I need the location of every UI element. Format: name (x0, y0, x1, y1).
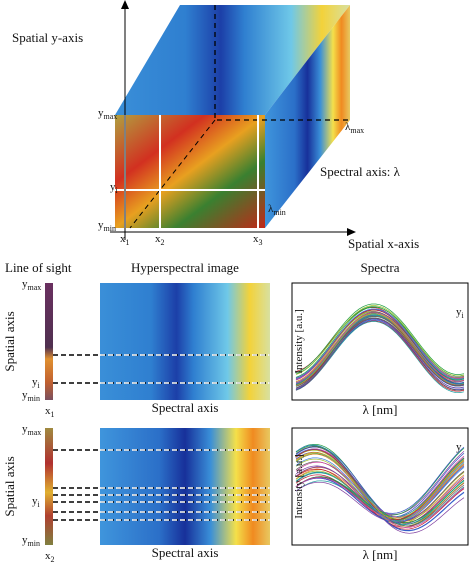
spectrum-curve (295, 477, 465, 531)
symbol: yi (32, 495, 41, 509)
symbol: x2 (45, 550, 55, 564)
column-title: Spectra (361, 260, 400, 275)
cube-side (265, 5, 350, 228)
symbol-base: y (22, 534, 28, 546)
sym: x1 (120, 233, 130, 247)
symbol-base: y (456, 441, 462, 453)
wavelength-label: λ [nm] (363, 402, 398, 417)
spectrum-curve (295, 452, 465, 519)
symbol: x1 (45, 405, 55, 419)
spectrum-curve (295, 453, 465, 522)
image-axis-label: Spectral axis (152, 400, 219, 415)
spectrum-curve (295, 457, 465, 522)
spectrum-curve (295, 481, 465, 534)
spectrum-curve (295, 314, 465, 385)
symbol-base: y (32, 495, 38, 507)
sym: yi (110, 181, 119, 195)
symbol-base: y (456, 306, 462, 318)
column-title: Line of sight (5, 260, 72, 275)
spectrum-curve (295, 308, 465, 380)
symbol-sub: i (38, 500, 41, 509)
pepper-image (115, 115, 265, 228)
spectra-frame (291, 282, 469, 401)
axis-label: Spatial axis (2, 311, 17, 371)
intensity-label: Intensity [a.u.] (293, 309, 305, 373)
symbol: ymax (22, 423, 41, 437)
symbol: yi (456, 306, 465, 320)
symbol-sub: max (28, 428, 42, 437)
spectrum-curve (295, 303, 465, 375)
symbol-base: y (22, 278, 28, 290)
symbol: ymin (22, 389, 40, 403)
line-of-sight (45, 428, 53, 545)
arrow (347, 228, 356, 236)
symbol-sub: i (38, 381, 41, 390)
sym: x3 (253, 233, 263, 247)
label: Spectral axis: λ (320, 164, 401, 179)
symbol-base: x (45, 405, 51, 417)
sym: x2 (155, 233, 165, 247)
arrow (121, 0, 129, 9)
symbol-sub: min (28, 394, 40, 403)
intensity-label: Intensity [a.u.] (293, 454, 305, 518)
hidden-edge (129, 119, 216, 229)
symbol-base: x (45, 550, 51, 562)
spectrum-curve (295, 461, 465, 518)
symbol: ymin (22, 534, 40, 548)
symbol: ymax (22, 278, 41, 292)
symbol-sub: max (28, 283, 42, 292)
spectrum-curve (295, 476, 465, 523)
symbol-sub: 2 (51, 555, 55, 564)
hyperspectral-image (100, 283, 270, 400)
spectrum-curve (295, 305, 465, 377)
sym: λmin (268, 203, 286, 217)
cube-top (115, 5, 350, 115)
label: Spatial x-axis (348, 236, 419, 251)
symbol-base: y (22, 423, 28, 435)
axis-label: Spatial axis (2, 456, 17, 516)
hyperspectral-image (100, 428, 270, 545)
spectrum-curve (295, 312, 465, 384)
spectrum-curve (295, 477, 465, 528)
sym: λmax (345, 121, 364, 135)
symbol: y (456, 441, 462, 453)
symbol-sub: i (462, 311, 465, 320)
column-title: Hyperspectral image (131, 260, 239, 275)
spectrum-curve (295, 318, 465, 390)
image-axis-label: Spectral axis (152, 545, 219, 560)
symbol-sub: min (28, 539, 40, 548)
spectrum-curve (295, 317, 465, 391)
symbol: yi (32, 376, 41, 390)
spectrum-curve (295, 452, 465, 520)
sym: ymax (98, 107, 117, 121)
label: Spatial y-axis (12, 30, 83, 45)
sym: ymin (98, 219, 116, 233)
wavelength-label: λ [nm] (363, 547, 398, 562)
symbol-base: y (22, 389, 28, 401)
line-of-sight (45, 283, 53, 400)
hidden-edges (214, 5, 350, 121)
symbol-base: y (32, 376, 38, 388)
symbol-sub: 1 (51, 410, 55, 419)
